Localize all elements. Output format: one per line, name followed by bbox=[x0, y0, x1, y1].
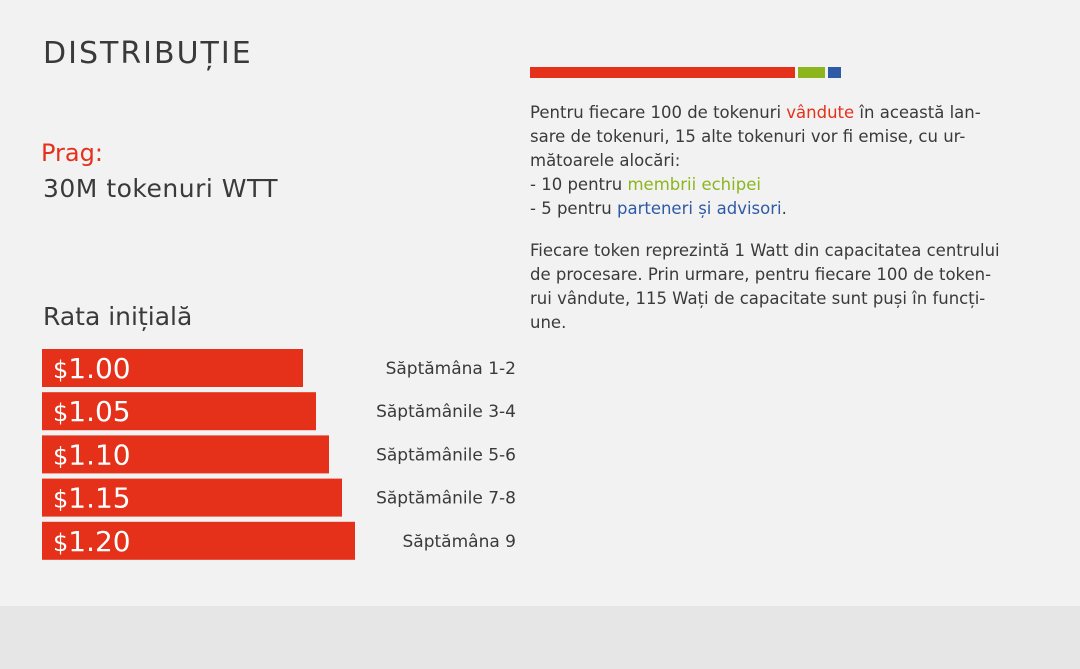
threshold-value: 30M tokenuri WTT bbox=[43, 174, 279, 203]
description-line: Fiecare token reprezintă 1 Watt din capa… bbox=[530, 241, 1000, 260]
distribution-panel: DISTRIBUȚIE Prag: 30M tokenuri WTT Rata … bbox=[0, 0, 1080, 606]
rate-value-label: $1.20 bbox=[53, 525, 131, 558]
allocation-description: Pentru fiecare 100 de tokenuri vândute î… bbox=[530, 101, 1050, 221]
allocation-bar-partners bbox=[828, 67, 841, 78]
rate-bar bbox=[42, 478, 342, 517]
highlight-partners: parteneri și advisori bbox=[616, 199, 782, 218]
rate-value-label: $1.00 bbox=[53, 352, 131, 385]
description-line: Pentru fiecare 100 de tokenuri vândute î… bbox=[530, 103, 981, 122]
highlight-team: membrii echipei bbox=[627, 175, 761, 194]
week-period-label: Săptămâna 9 bbox=[403, 532, 516, 552]
rate-bar bbox=[42, 521, 355, 560]
rate-bar bbox=[42, 435, 329, 474]
week-period-label: Săptămânile 7-8 bbox=[376, 489, 516, 509]
description-line: de procesare. Prin urmare, pentru fiecar… bbox=[530, 265, 992, 284]
rate-bar bbox=[42, 392, 316, 431]
rate-bar bbox=[42, 349, 303, 387]
initial-rate-chart: $1.00 Săptămâna 1-2 $1.05 Săptămânile 3-4 $1… bbox=[42, 349, 516, 560]
description-line: rui vândute, 115 Wați de capacitate sunt… bbox=[530, 289, 986, 308]
threshold-label: Prag: bbox=[41, 139, 103, 167]
chart-title: Rata inițială bbox=[43, 302, 193, 331]
description-line: sare de tokenuri, 15 alte tokenuri vor f… bbox=[530, 127, 966, 146]
week-period-label: Săptămânile 3-4 bbox=[376, 402, 516, 422]
description-line: - 5 pentru parteneri și advisori. bbox=[530, 199, 787, 218]
week-period-label: Săptămâna 1-2 bbox=[386, 359, 516, 379]
highlight-sold: vândute bbox=[786, 103, 855, 122]
capacity-description: Fiecare token reprezintă 1 Watt din capa… bbox=[530, 239, 1050, 335]
allocation-bar-tokens-sold bbox=[530, 67, 795, 78]
description-line: mătoarele alocări: bbox=[530, 151, 681, 170]
allocation-bar-team bbox=[798, 67, 825, 78]
week-period-label: Săptămânile 5-6 bbox=[376, 445, 516, 465]
description-line: - 10 pentru membrii echipei bbox=[530, 175, 761, 194]
rate-value-label: $1.10 bbox=[53, 438, 131, 471]
rate-value-label: $1.15 bbox=[53, 482, 131, 515]
description-line: une. bbox=[530, 313, 567, 332]
page-title: DISTRIBUȚIE bbox=[43, 36, 253, 71]
rate-value-label: $1.05 bbox=[53, 395, 131, 428]
footer-band bbox=[0, 606, 1080, 669]
